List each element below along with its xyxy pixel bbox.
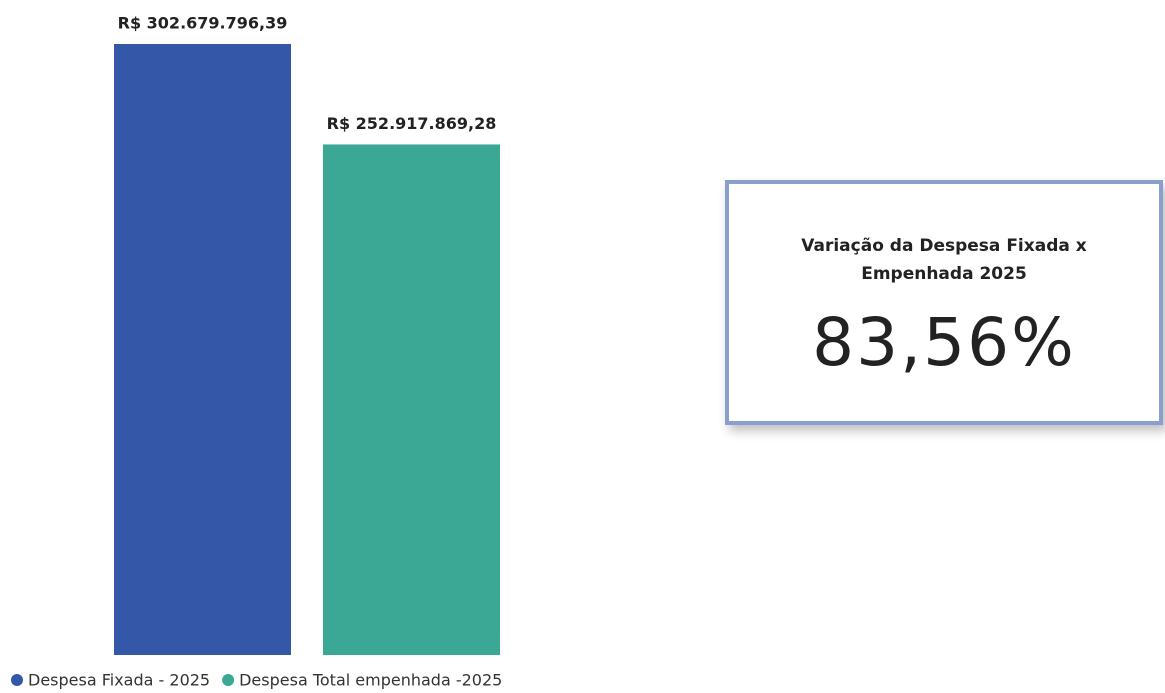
bar [323, 144, 500, 655]
kpi-card: Variação da Despesa Fixada x Empenhada 2… [725, 180, 1163, 425]
data-label: R$ 302.679.796,39 [118, 14, 288, 33]
legend-marker [11, 674, 23, 686]
bar [114, 44, 291, 655]
legend-marker [222, 674, 235, 686]
legend-label: Despesa Total empenhada -2025 [239, 671, 502, 690]
card-title: Variação da Despesa Fixada x Empenhada 2… [801, 236, 1087, 284]
data-label: R$ 252.917.869,28 [327, 114, 497, 133]
legend-label: Despesa Fixada - 2025 [28, 671, 210, 690]
card-value: 83,56% [812, 304, 1076, 381]
chart: R$ 302.679.796,39 R$ 252.917.869,28 Despes… [11, 14, 502, 690]
